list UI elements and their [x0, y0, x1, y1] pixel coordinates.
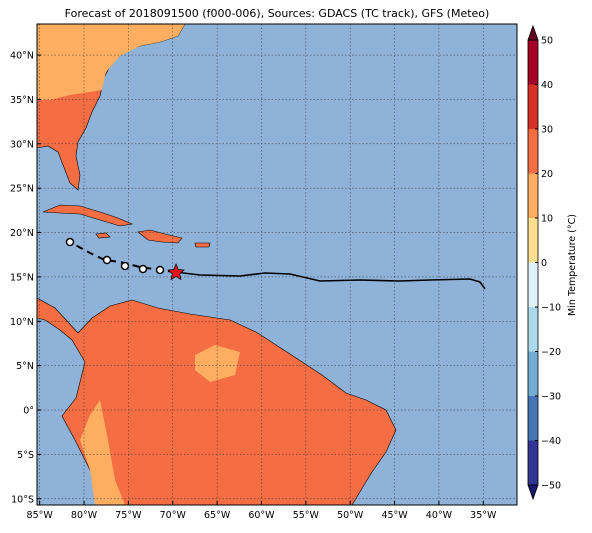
colorbar-band [528, 307, 538, 352]
colorbar-over [527, 24, 539, 41]
colorbar-band [528, 262, 538, 307]
lon-tick-label: 40°W [426, 510, 453, 521]
lon-tick-label: 45°W [381, 510, 408, 521]
lat-tick-label: 5°N [16, 361, 34, 372]
colorbar-band [528, 351, 538, 396]
colorbar-tick-label: 30 [541, 125, 553, 136]
lat-tick-label: 40°N [10, 51, 34, 62]
storm-symbol [65, 237, 75, 247]
colorbar-band [528, 218, 538, 263]
lon-tick-label: 60°W [248, 510, 275, 521]
lat-tick-label: 35°N [10, 95, 34, 106]
lon-tick-label: 35°W [470, 510, 497, 521]
jamaica [95, 232, 111, 239]
lon-tick-label: 80°W [71, 510, 98, 521]
lat-tick-label: 10°N [10, 317, 34, 328]
title: Forecast of 2018091500 (f000-006), Sourc… [65, 7, 490, 20]
storm-symbol [138, 264, 148, 274]
lat-tick-label: 0° [23, 406, 34, 417]
colorbar-tick-label: −30 [541, 392, 561, 403]
colorbar-tick-label: −10 [541, 303, 561, 314]
colorbar-tick-label: −20 [541, 347, 561, 358]
storm-symbol [120, 261, 130, 271]
lon-tick-label: 85°W [27, 510, 54, 521]
colorbar-tick-label: 50 [541, 36, 553, 47]
north-america-cool [37, 24, 185, 100]
graticule [37, 24, 517, 505]
lat-tick-label: 15°N [10, 272, 34, 283]
lat-tick-label: 25°N [10, 184, 34, 195]
lon-tick-label: 65°W [204, 510, 231, 521]
colorbar-label: Min Temperature (°C) [567, 214, 578, 316]
colorbar-band [528, 129, 538, 174]
cuba [42, 204, 134, 227]
colorbar-band [528, 40, 538, 85]
forecast-track [174, 271, 486, 290]
colorbar-tick-label: −50 [541, 481, 561, 492]
colorbar-tick-label: 10 [541, 214, 553, 225]
storm-symbol [102, 255, 112, 265]
storm-symbol [155, 265, 165, 275]
colorbar-band [528, 173, 538, 218]
andes-cool [80, 345, 240, 505]
map-frame [36, 23, 518, 506]
lat-tick-label: 20°N [10, 228, 34, 239]
puerto-rico [194, 242, 211, 248]
colorbar-band [528, 440, 538, 485]
colorbar-tick-label: 0 [541, 258, 547, 269]
colorbar-band [528, 84, 538, 129]
lat-tick-label: 30°N [10, 139, 34, 150]
map-area [37, 24, 517, 505]
lon-tick-label: 70°W [160, 510, 187, 521]
colorbar-tick-label: −40 [541, 436, 561, 447]
hispaniola [137, 229, 183, 244]
colorbar-tick-label: 20 [541, 169, 553, 180]
colorbar-under [527, 484, 539, 501]
lon-tick-label: 55°W [293, 510, 320, 521]
colorbar-band [528, 396, 538, 441]
current-position [167, 263, 185, 281]
colorbar-tick-label: 40 [541, 80, 553, 91]
lon-tick-label: 75°W [115, 510, 142, 521]
south-america [37, 297, 397, 505]
lat-tick-label: 5°S [17, 450, 34, 461]
lat-tick-label: 10°S [11, 494, 34, 505]
lon-tick-label: 50°W [337, 510, 364, 521]
